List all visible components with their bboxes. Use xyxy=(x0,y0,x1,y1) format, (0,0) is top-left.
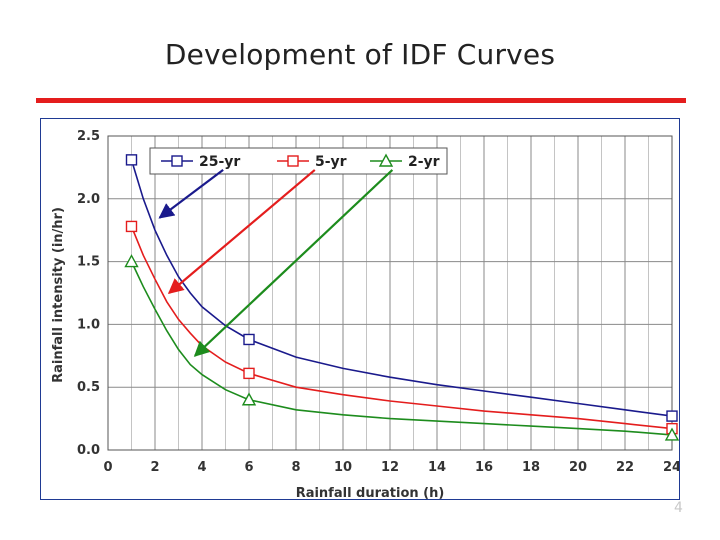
x-tick-label: 14 xyxy=(428,460,446,475)
x-tick-label: 4 xyxy=(197,460,206,475)
x-tick-label: 8 xyxy=(291,460,300,475)
x-tick-label: 12 xyxy=(381,460,399,475)
idf-chart-frame: 0 2 4 6 8 10 12 14 16 18 20 22 24 0.0 0.5 1.0 1.5 2.0 2.5 R… xyxy=(40,118,680,500)
x-tick-label: 10 xyxy=(334,460,352,475)
legend-swatch-marker xyxy=(171,155,183,167)
x-tick-label: 16 xyxy=(475,460,493,475)
y-tick-label: 0.5 xyxy=(77,380,100,395)
series-line-2-yr xyxy=(130,261,673,436)
x-tick-label: 20 xyxy=(569,460,587,475)
x-tick-label: 24 xyxy=(663,460,679,475)
legend-swatch-marker xyxy=(287,155,299,167)
title-divider xyxy=(36,98,686,103)
data-point-25-yr xyxy=(125,154,138,166)
pointer-arrow-2-yr xyxy=(193,169,394,357)
series-line-5-yr xyxy=(130,226,673,430)
data-point-25-yr xyxy=(666,410,678,422)
data-point-5-yr xyxy=(243,367,255,380)
pointer-arrow-5-yr xyxy=(167,169,316,294)
slide-title: Development of IDF Curves xyxy=(164,38,556,71)
y-tick-label: 2.0 xyxy=(77,192,100,207)
y-axis-title: Rainfall intensity (in/hr) xyxy=(51,207,66,383)
legend-label-5-yr: 5-yr xyxy=(315,154,347,170)
idf-chart: 0 2 4 6 8 10 12 14 16 18 20 22 240.00.51.01.52.02.5R… xyxy=(51,129,679,499)
data-point-25-yr xyxy=(243,333,255,346)
x-tick-label: 2 xyxy=(150,460,159,475)
x-tick-label: 18 xyxy=(522,460,540,475)
series-line-25-yr xyxy=(130,159,673,417)
data-point-5-yr xyxy=(125,220,138,233)
y-tick-label: 2.5 xyxy=(77,129,100,144)
data-point-2-yr xyxy=(241,392,257,406)
data-point-2-yr xyxy=(124,254,139,268)
pointer-arrow-25-yr xyxy=(158,169,224,219)
y-tick-label: 1.5 xyxy=(77,255,100,270)
legend-label-25-yr: 25-yr xyxy=(199,154,240,170)
x-axis-title: Rainfall duration (h) xyxy=(296,486,445,499)
x-tick-label: 0 xyxy=(103,460,112,475)
legend-label-2-yr: 2-yr xyxy=(408,154,440,170)
x-tick-label: 6 xyxy=(244,460,253,475)
page-number: 4 xyxy=(674,500,683,516)
data-point-2-yr xyxy=(664,427,679,441)
legend-swatch-marker xyxy=(378,153,394,167)
y-tick-label: 0.0 xyxy=(77,443,100,458)
y-tick-label: 1.0 xyxy=(77,317,100,332)
x-tick-label: 22 xyxy=(616,460,634,475)
plot-area xyxy=(107,135,673,451)
